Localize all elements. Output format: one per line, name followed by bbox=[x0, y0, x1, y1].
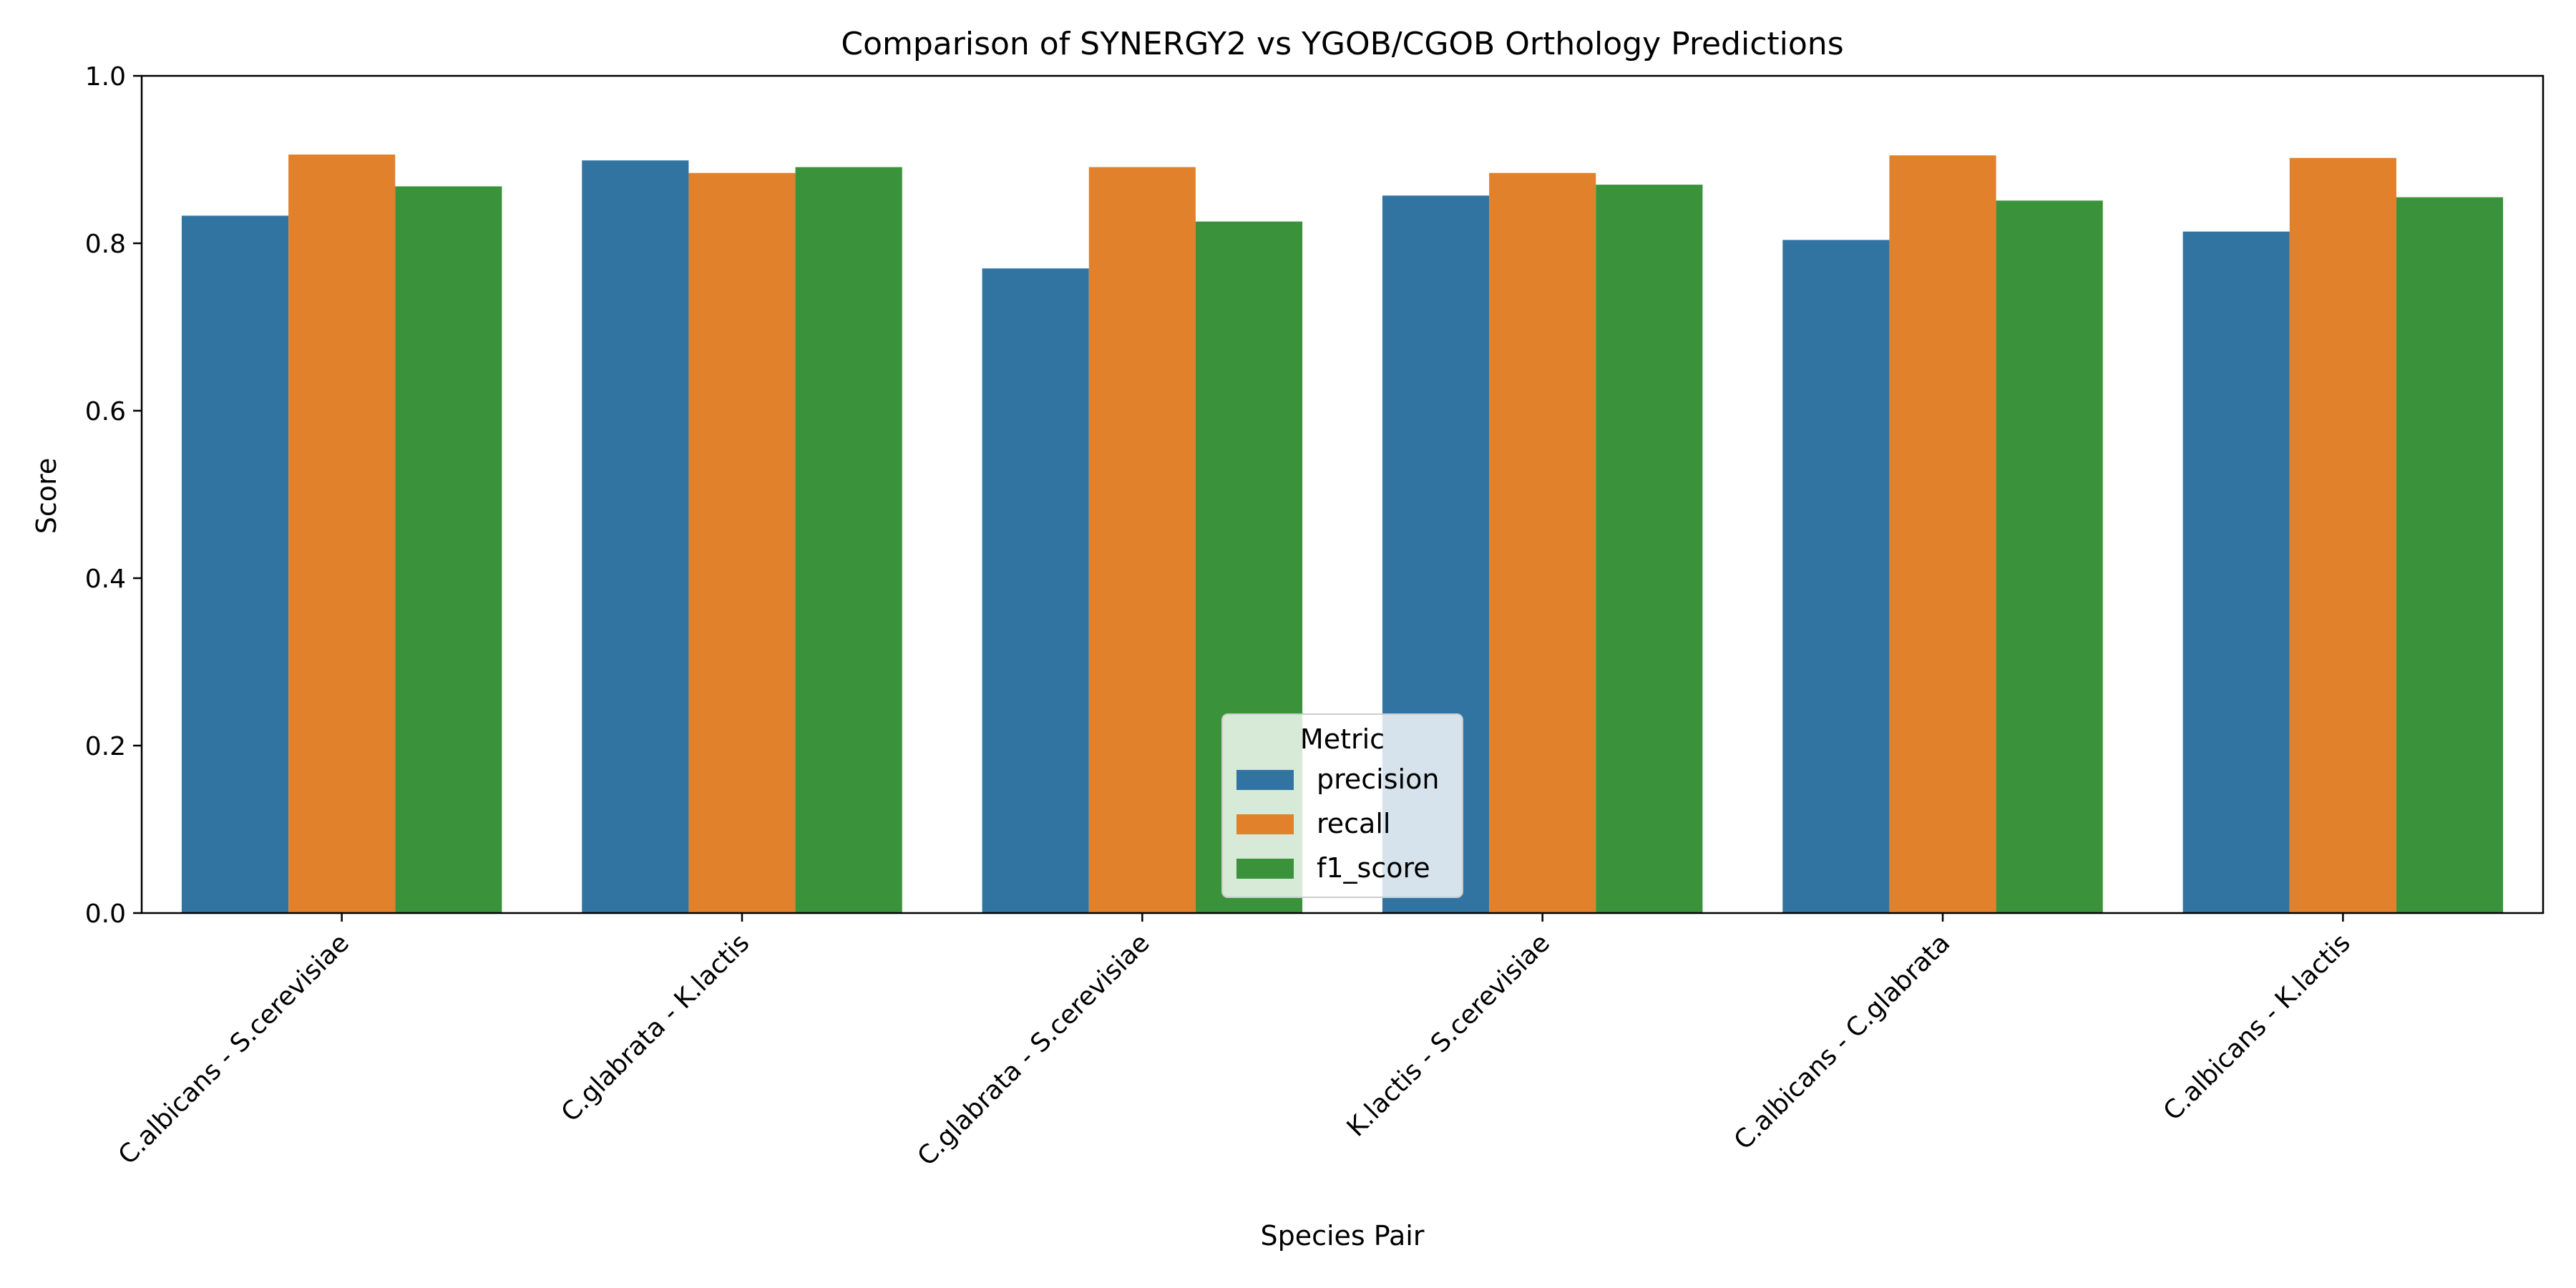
bar-recall-6 bbox=[2289, 157, 2396, 913]
bar-f1-score-2 bbox=[795, 167, 902, 913]
bar-precision-1 bbox=[181, 215, 289, 913]
legend: Metric precision recall f1_score bbox=[1221, 713, 1463, 898]
y-tick-label: 0.0 bbox=[85, 899, 126, 929]
y-tick-label: 0.6 bbox=[85, 397, 126, 426]
legend-label-precision: precision bbox=[1317, 763, 1439, 795]
chart-title: Comparison of SYNERGY2 vs YGOB/CGOB Orth… bbox=[841, 26, 1843, 62]
bar-recall-5 bbox=[1889, 155, 1996, 913]
y-tick-label: 1.0 bbox=[85, 62, 126, 92]
bar-precision-2 bbox=[582, 160, 689, 913]
bar-f1-score-1 bbox=[395, 186, 502, 913]
legend-title: Metric bbox=[1300, 723, 1385, 755]
legend-label-recall: recall bbox=[1317, 808, 1390, 839]
legend-swatch-recall bbox=[1236, 814, 1294, 834]
bar-f1-score-4 bbox=[1596, 185, 1703, 914]
bar-recall-4 bbox=[1489, 172, 1596, 914]
legend-box bbox=[1221, 713, 1463, 898]
x-axis-label: Species Pair bbox=[1260, 1220, 1424, 1252]
bar-precision-5 bbox=[1782, 240, 1890, 913]
y-axis-label: Score bbox=[31, 458, 62, 534]
bar-f1-score-6 bbox=[2396, 197, 2504, 913]
legend-swatch-precision bbox=[1236, 770, 1294, 790]
y-tick-label: 0.4 bbox=[85, 565, 126, 594]
legend-label-f1-score: f1_score bbox=[1317, 852, 1430, 884]
legend-swatch-f1-score bbox=[1236, 859, 1294, 879]
plot-frame bbox=[140, 74, 2545, 914]
y-tick-label: 0.2 bbox=[85, 732, 126, 761]
bar-precision-3 bbox=[982, 268, 1089, 914]
bar-recall-1 bbox=[288, 154, 396, 914]
y-tick-label: 0.8 bbox=[85, 230, 126, 259]
bar-f1-score-5 bbox=[1996, 200, 2103, 914]
bar-recall-2 bbox=[688, 172, 796, 914]
bar-recall-3 bbox=[1088, 167, 1196, 913]
bar-precision-6 bbox=[2182, 231, 2290, 913]
